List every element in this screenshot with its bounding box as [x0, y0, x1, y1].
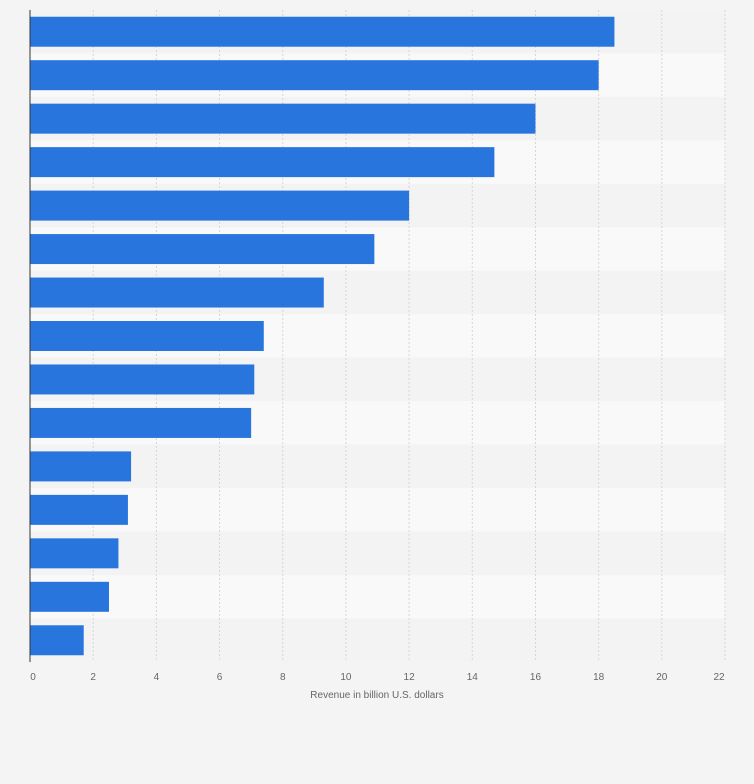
x-tick-labels: 0 2 4 6 8 10 12 14 16 18 20 22 — [30, 672, 725, 683]
x-tick-label: 20 — [656, 672, 668, 683]
bar[interactable] — [30, 494, 128, 525]
x-tick-label: 22 — [713, 672, 725, 683]
x-axis-title: Revenue in billion U.S. dollars — [310, 690, 443, 701]
bar[interactable] — [30, 147, 495, 178]
bar[interactable] — [30, 190, 410, 221]
bars — [30, 16, 615, 656]
bar[interactable] — [30, 581, 109, 612]
bar[interactable] — [30, 277, 324, 308]
row-band — [30, 575, 725, 619]
x-tick-label: 2 — [90, 672, 96, 683]
x-tick-label: 0 — [30, 672, 36, 683]
bar[interactable] — [30, 538, 119, 569]
bar[interactable] — [30, 364, 255, 395]
x-tick-label: 6 — [217, 672, 223, 683]
bar[interactable] — [30, 103, 536, 134]
x-tick-label: 8 — [280, 672, 286, 683]
row-band — [30, 488, 725, 532]
bar[interactable] — [30, 625, 84, 656]
row-band — [30, 444, 725, 489]
x-tick-label: 10 — [340, 672, 352, 683]
x-tick-label: 16 — [530, 672, 542, 683]
x-tick-label: 18 — [593, 672, 605, 683]
bar[interactable] — [30, 234, 375, 265]
bar[interactable] — [30, 407, 252, 438]
bar[interactable] — [30, 451, 132, 482]
x-tick-label: 12 — [404, 672, 416, 683]
bar[interactable] — [30, 60, 599, 91]
bar[interactable] — [30, 321, 264, 351]
row-band — [30, 531, 725, 576]
x-tick-label: 14 — [467, 672, 479, 683]
bar[interactable] — [30, 16, 615, 47]
x-tick-label: 4 — [154, 672, 160, 683]
row-band — [30, 618, 725, 662]
